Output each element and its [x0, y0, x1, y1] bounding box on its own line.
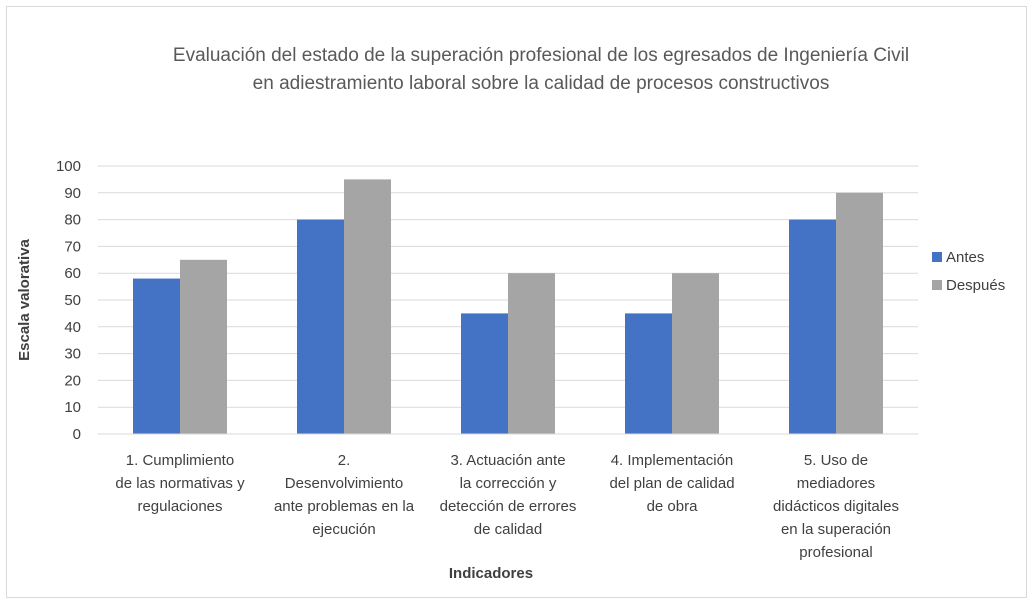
x-category-label: 3. Actuación ante la corrección y detecció… — [440, 452, 577, 538]
legend: Antes Después — [932, 249, 1005, 294]
chart-title: Evaluación del estado de la superación p… — [173, 45, 909, 94]
x-axis-categories: 1. Cumplimiento de las normativas y regula… — [115, 452, 899, 561]
y-tick-label: 0 — [73, 426, 81, 443]
x-category-label: 5. Uso de mediadores didácticos digitales e… — [773, 452, 899, 561]
legend-label: Después — [946, 277, 1005, 294]
chart-title-line: Evaluación del estado de la superación p… — [173, 45, 909, 66]
y-tick-label: 60 — [64, 265, 81, 282]
bar-despues-3 — [508, 273, 555, 434]
legend-label: Antes — [946, 249, 984, 266]
bar-antes-4 — [625, 313, 672, 434]
legend-swatch — [932, 280, 942, 290]
bar-despues-5 — [836, 192, 883, 434]
y-tick-label: 90 — [64, 185, 81, 202]
bar-despues-2 — [344, 179, 391, 434]
x-category-label: 4. Implementación del plan de calidad de o… — [609, 452, 734, 515]
y-tick-label: 80 — [64, 212, 81, 229]
y-tick-label: 30 — [64, 346, 81, 363]
y-tick-label: 10 — [64, 399, 81, 416]
x-category-label: 2. Desenvolvimiento ante problemas en la ej… — [274, 452, 415, 538]
bar-antes-5 — [789, 219, 836, 434]
bar-antes-3 — [461, 313, 508, 434]
bar-chart: Evaluación del estado de la superación p… — [16, 45, 1005, 582]
bar-despues-4 — [672, 273, 719, 434]
bar-despues-1 — [180, 259, 227, 434]
bar-antes-1 — [133, 278, 180, 434]
y-tick-label: 100 — [56, 158, 81, 175]
y-tick-label: 20 — [64, 372, 81, 389]
bar-antes-2 — [297, 219, 344, 434]
x-axis-title: Indicadores — [449, 565, 533, 582]
bars — [133, 179, 883, 434]
chart-frame: Evaluación del estado de la superación p… — [6, 6, 1027, 598]
legend-swatch — [932, 252, 942, 262]
y-tick-label: 50 — [64, 292, 81, 309]
y-axis-title: Escala valorativa — [16, 238, 33, 360]
x-category-label: 1. Cumplimiento de las normativas y regula… — [115, 452, 245, 515]
y-tick-label: 70 — [64, 238, 81, 255]
chart-title-line: en adiestramiento laboral sobre la calid… — [253, 73, 830, 94]
y-tick-label: 40 — [64, 319, 81, 336]
y-axis-ticks: 0 10 20 30 40 50 60 70 80 90 100 — [56, 158, 81, 443]
